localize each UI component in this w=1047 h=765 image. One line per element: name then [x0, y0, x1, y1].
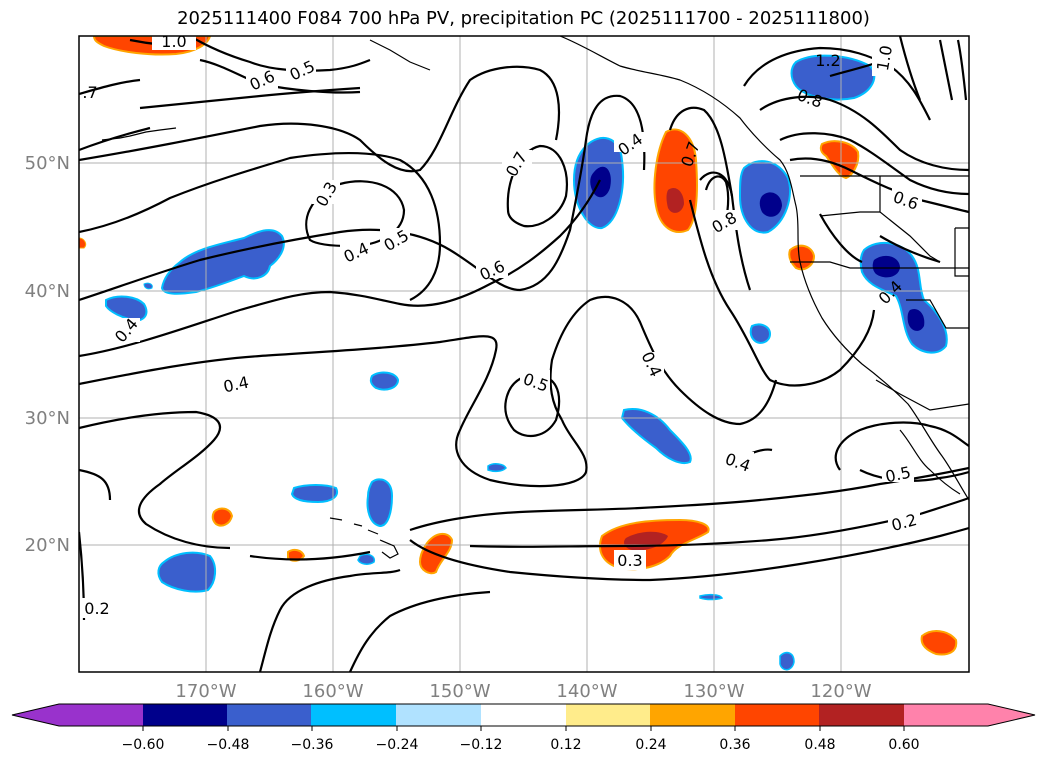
neg-blob-small-4: [779, 651, 795, 671]
neg-blob-hawaii-n1: [290, 484, 338, 504]
lon-tick-160w: 160°W: [302, 681, 363, 702]
lon-tick-120w: 120°W: [810, 681, 871, 702]
lon-tick-150w: 150°W: [429, 681, 490, 702]
neg-core-california-1: [872, 255, 900, 278]
neg-blob-small-1: [487, 463, 507, 473]
lat-tick-30: 30°N: [25, 408, 70, 429]
colorbar-tick-5: −0.12: [460, 737, 503, 753]
precip-negative-areas: [105, 54, 948, 671]
colorbar-tick-6: 0.12: [550, 737, 581, 753]
chart-title: 2025111400 F084 700 hPa PV, precipitatio…: [177, 8, 870, 29]
colorbar-segment-9: [735, 704, 820, 726]
colorbar-segment-2: [143, 704, 228, 726]
colorbar-tick-10: 0.60: [888, 737, 919, 753]
neg-blob-alaska: [790, 54, 876, 101]
lon-tick-170w: 170°W: [175, 681, 236, 702]
colorbar: −0.60 −0.48 −0.36 −0.24 −0.12 0.12 0.24 …: [11, 703, 1036, 753]
pv-label-26: 0.2: [84, 599, 109, 618]
neg-blob-mid-3: [749, 323, 772, 344]
lon-tick-130w: 130°W: [683, 681, 744, 702]
pv-label-23: 0.5: [884, 463, 913, 487]
colorbar-tick-9: 0.48: [804, 737, 835, 753]
colorbar-segment-5: [396, 704, 482, 726]
colorbar-segment-11: [904, 704, 989, 726]
map-frame: [78, 35, 970, 673]
pos-core-central-north: [666, 187, 684, 213]
colorbar-tick-4: −0.24: [376, 737, 419, 753]
neg-blob-small-2: [357, 553, 376, 565]
colorbar-segment-3: [227, 704, 312, 726]
neg-blob-mid-2: [620, 408, 692, 464]
colorbar-segment-1: [59, 704, 144, 726]
colorbar-tick-2: −0.48: [207, 737, 250, 753]
colorbar-segment-10: [819, 704, 905, 726]
neg-blob-dateline: [105, 295, 148, 322]
colorbar-extend-high: [988, 704, 1035, 726]
colorbar-segment-4: [311, 704, 397, 726]
neg-blob-southwest: [157, 551, 216, 593]
colorbar-segment-7: [566, 704, 651, 726]
pv-label-13: 1.2: [815, 51, 840, 70]
lat-tick-labels: 50°N 40°N 30°N 20°N: [25, 153, 70, 556]
lat-tick-40: 40°N: [25, 281, 70, 302]
pv-label-1: 1.0: [161, 32, 186, 51]
colorbar-segment-6: [481, 704, 567, 726]
pos-blob-ca-coast: [788, 244, 816, 271]
pv-label-4: .7: [82, 83, 97, 102]
colorbar-extend-low: [12, 704, 60, 726]
colorbar-outline: [11, 703, 1036, 727]
neg-blob-small-3: [699, 593, 724, 601]
pv-label-19: 0.4: [222, 373, 251, 397]
map-panel: [79, 36, 969, 672]
neg-blob-hawaii-n2: [366, 478, 394, 528]
colorbar-segment-8: [650, 704, 736, 726]
lat-tick-20: 20°N: [25, 535, 70, 556]
pos-blob-mexico: [920, 630, 958, 656]
colorbar-tick-7: 0.24: [635, 737, 666, 753]
neg-blob-small-5: [143, 282, 153, 290]
colorbar-tick-1: −0.60: [122, 737, 165, 753]
pv-label-14: 1.0: [873, 44, 896, 72]
neg-core-california-2: [907, 308, 925, 331]
lon-tick-140w: 140°W: [556, 681, 617, 702]
lat-tick-50: 50°N: [25, 153, 70, 174]
colorbar-tick-8: 0.36: [719, 737, 750, 753]
pv-label-25: 0.3: [617, 551, 642, 570]
lon-tick-labels: 170°W 160°W 150°W 140°W 130°W 120°W: [175, 681, 871, 702]
coastlines: [101, 36, 969, 501]
hawaii-islands: [329, 517, 399, 559]
pos-blob-edge-left: [79, 237, 87, 249]
colorbar-tick-3: −0.36: [291, 737, 334, 753]
neg-blob-mid-1: [369, 371, 400, 391]
pos-blob-central-north: [653, 128, 699, 233]
pos-blob-southwest-1: [211, 507, 234, 527]
neg-blob-pacific-west: [160, 229, 285, 295]
pv-contour-labels: 1.0 0.6 0.5 .7 0.3 0.4 0.5 0.7 0.4 0.6 0…: [80, 32, 922, 618]
neg-core-bc-coast: [759, 192, 782, 217]
